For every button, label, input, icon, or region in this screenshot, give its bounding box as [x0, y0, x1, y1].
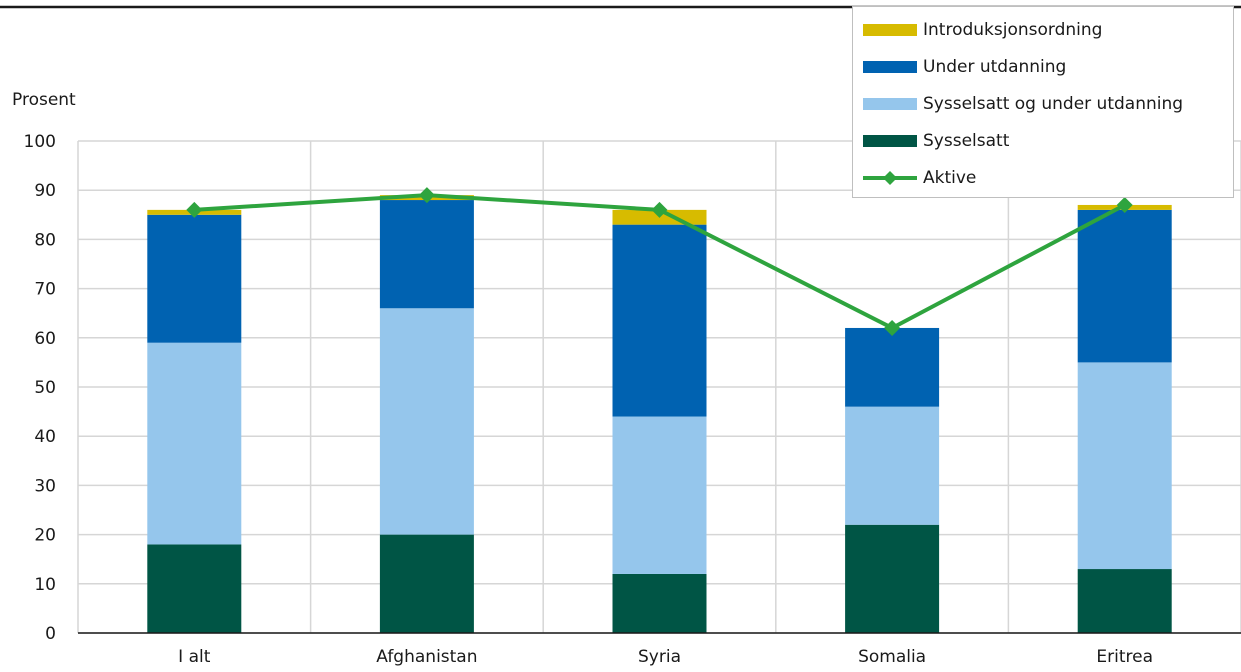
- bar-sysselsatt-3: [845, 524, 940, 633]
- x-tick-label: I alt: [178, 647, 211, 667]
- legend-swatch: [863, 61, 917, 73]
- x-tick-label: Syria: [638, 647, 681, 667]
- y-tick-label: 30: [34, 476, 56, 496]
- y-tick-label: 0: [45, 624, 56, 644]
- legend-line-marker: [863, 171, 917, 185]
- y-axis-title: Prosent: [12, 90, 76, 110]
- legend-item: Sysselsatt og under utdanning: [863, 89, 1183, 119]
- legend-swatch: [863, 24, 917, 36]
- bar-sysselsatt-og-under-utdanning-4: [1077, 362, 1172, 570]
- legend-label: Sysselsatt: [923, 131, 1010, 151]
- y-tick-label: 10: [34, 575, 56, 595]
- y-tick-label: 70: [34, 280, 56, 300]
- bar-sysselsatt-4: [1077, 569, 1172, 633]
- bar-under-utdanning-2: [612, 224, 707, 417]
- bar-under-utdanning-0: [147, 214, 242, 343]
- legend-item: Under utdanning: [863, 52, 1066, 82]
- y-tick-label: 80: [34, 230, 56, 250]
- line-point-4: [1116, 196, 1133, 213]
- bar-sysselsatt-0: [147, 544, 242, 633]
- legend-item: Introduksjonsordning: [863, 15, 1102, 45]
- y-tick-label: 60: [34, 329, 56, 349]
- legend-item: Sysselsatt: [863, 126, 1009, 156]
- legend-label: Introduksjonsordning: [923, 20, 1103, 40]
- y-tick-label: 90: [34, 181, 56, 201]
- bar-under-utdanning-3: [845, 327, 940, 407]
- line-point-3: [884, 319, 901, 336]
- y-tick-label: 100: [24, 132, 56, 152]
- x-tick-label: Afghanistan: [376, 647, 477, 667]
- legend-label: Under utdanning: [923, 57, 1067, 77]
- legend-label: Aktive: [923, 168, 977, 188]
- y-tick-label: 40: [34, 427, 56, 447]
- bar-under-utdanning-1: [379, 200, 474, 309]
- legend-label: Sysselsatt og under utdanning: [923, 94, 1184, 114]
- line-point-2: [651, 201, 668, 218]
- bar-sysselsatt-1: [379, 534, 474, 633]
- x-tick-label: Eritrea: [1096, 647, 1153, 667]
- bar-sysselsatt-og-under-utdanning-1: [379, 308, 474, 535]
- line-point-0: [186, 201, 203, 218]
- x-tick-label: Somalia: [858, 647, 926, 667]
- legend: Introduksjonsordning Under utdanning Sysse…: [852, 6, 1234, 198]
- y-tick-label: 20: [34, 526, 56, 546]
- line-point-1: [418, 187, 435, 204]
- bar-sysselsatt-og-under-utdanning-0: [147, 342, 242, 545]
- y-tick-label: 50: [34, 378, 56, 398]
- bar-under-utdanning-4: [1077, 209, 1172, 363]
- bar-sysselsatt-og-under-utdanning-2: [612, 416, 707, 574]
- bar-sysselsatt-2: [612, 573, 707, 633]
- legend-item: Aktive: [863, 163, 976, 193]
- legend-swatch: [863, 135, 917, 147]
- legend-swatch: [863, 98, 917, 110]
- bar-sysselsatt-og-under-utdanning-3: [845, 406, 940, 525]
